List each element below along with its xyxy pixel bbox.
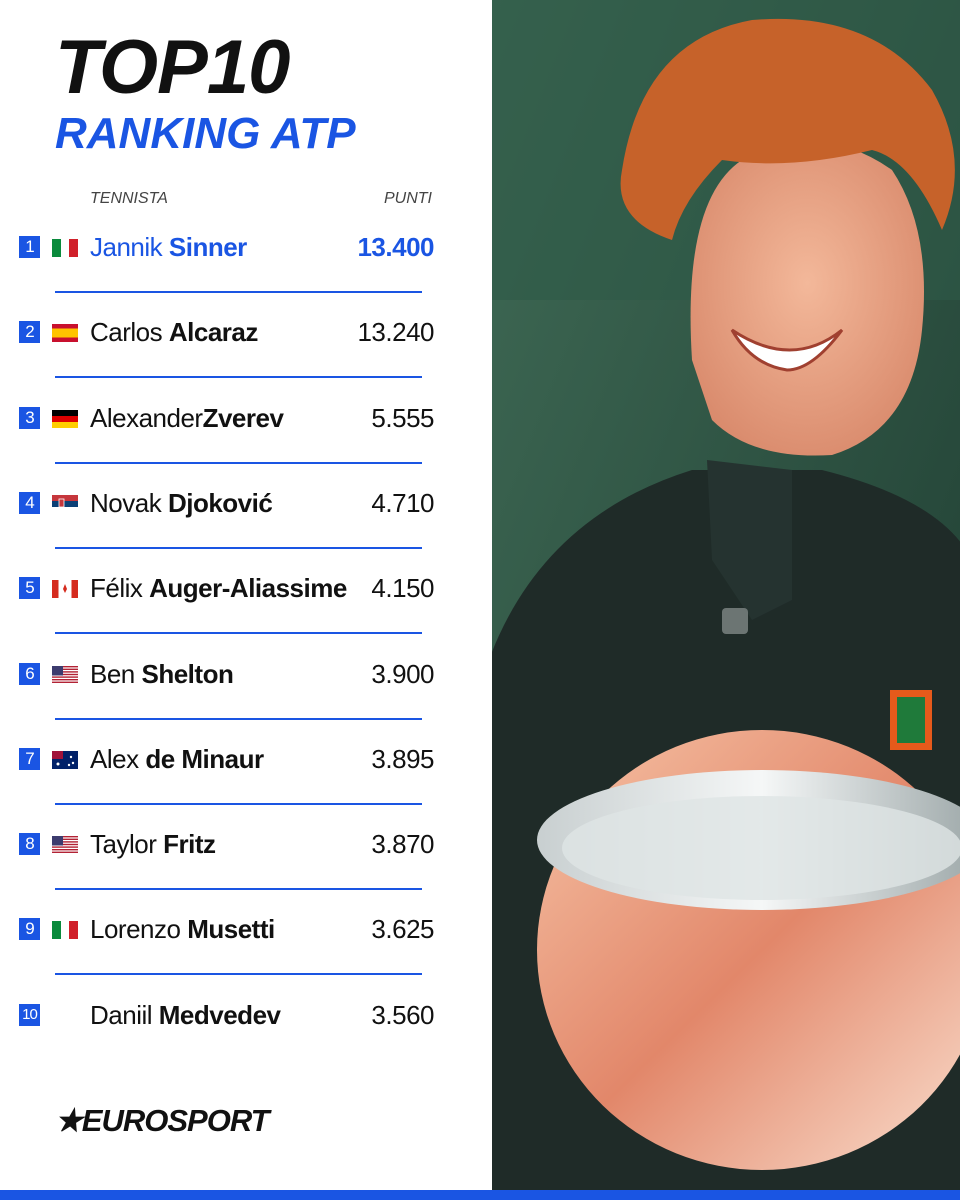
ranking-row: 10 Daniil Medvedev 3.560 xyxy=(0,996,492,1036)
last-name: Fritz xyxy=(163,829,216,860)
points: 3.900 xyxy=(371,658,434,689)
flag xyxy=(52,665,78,684)
player-name: Novak Djoković xyxy=(90,487,273,519)
player-name: Daniil Medvedev xyxy=(90,1000,281,1031)
player-name: Ben Shelton xyxy=(90,658,234,690)
ranking-row: 1 Jannik Sinner 13.400 xyxy=(0,228,492,268)
ranking-row: 8 Taylor Fritz 3.870 xyxy=(0,825,492,865)
separator xyxy=(55,461,422,464)
first-name: Lorenzo xyxy=(90,914,181,945)
last-name: Zverev xyxy=(202,402,284,433)
last-name: Shelton xyxy=(141,658,234,689)
points: 4.150 xyxy=(371,573,434,604)
logo: ★EUROSPORT xyxy=(55,1103,270,1138)
points: 13.400 xyxy=(357,232,434,262)
last-name: Musetti xyxy=(187,914,275,945)
column-header: TENNISTA xyxy=(90,190,168,207)
rank-badge: 7 xyxy=(19,747,40,770)
flag xyxy=(52,921,78,940)
bottom-strip xyxy=(0,1190,960,1200)
first-name: Daniil xyxy=(90,999,153,1030)
rank-badge: 6 xyxy=(19,662,40,685)
flag xyxy=(52,836,78,855)
points: 3.870 xyxy=(371,829,434,860)
points: 3.560 xyxy=(371,999,434,1030)
column-header: PUNTI xyxy=(384,190,432,207)
first-name: Carlos xyxy=(90,317,163,348)
rank-badge: 2 xyxy=(19,321,40,344)
player-name: Jannik Sinner xyxy=(90,232,247,263)
player-name: Félix Auger-Aliassime xyxy=(90,573,347,604)
player-name: Carlos Alcaraz xyxy=(90,317,258,348)
ranking-row: 5 Félix Auger-Aliassime 4.150 xyxy=(0,569,492,609)
ranking-row: 9 Lorenzo Musetti 3.625 xyxy=(0,910,492,950)
separator xyxy=(55,291,422,293)
first-name: Alexander xyxy=(90,402,203,433)
ranking-row: 4 Novak Djoković 4.710 xyxy=(0,484,492,524)
first-name: Alex xyxy=(90,743,139,774)
rank-badge: 4 xyxy=(19,491,40,514)
title: TOP10 xyxy=(55,25,290,110)
points: 3.625 xyxy=(371,914,434,945)
separator xyxy=(55,546,422,549)
player-photo xyxy=(492,0,960,1190)
separator xyxy=(55,376,422,379)
ranking-row: 2 Carlos Alcaraz 13.240 xyxy=(0,313,492,353)
rank-badge: 3 xyxy=(19,406,40,429)
last-name: Alcaraz xyxy=(168,317,259,348)
last-name: Sinner xyxy=(168,232,247,262)
logo-text: EUROSPORT xyxy=(81,1103,270,1138)
first-name: Taylor xyxy=(90,829,157,860)
first-name: Novak xyxy=(90,487,162,518)
points: 13.240 xyxy=(357,317,434,348)
flag xyxy=(52,750,78,769)
rank-badge: 10 xyxy=(19,1003,40,1026)
points: 5.555 xyxy=(371,402,434,433)
points: 3.895 xyxy=(371,743,434,774)
first-name: Ben xyxy=(90,658,135,689)
separator xyxy=(55,717,422,720)
subtitle: RANKING ATP xyxy=(55,109,356,158)
flag xyxy=(52,239,78,257)
rank-badge: 1 xyxy=(19,236,40,258)
separator xyxy=(55,802,422,805)
first-name: Félix xyxy=(90,573,143,604)
player-name: AlexanderZverev xyxy=(90,402,284,434)
rank-badge: 8 xyxy=(19,833,40,856)
flag xyxy=(52,494,78,513)
last-name: Auger-Aliassime xyxy=(149,573,347,604)
first-name: Jannik xyxy=(90,232,163,262)
points: 4.710 xyxy=(371,487,434,518)
player-name: Lorenzo Musetti xyxy=(90,914,275,945)
last-name: Medvedev xyxy=(158,999,281,1030)
flag xyxy=(52,324,78,343)
rank-badge: 5 xyxy=(19,577,40,600)
last-name: Djoković xyxy=(167,487,273,518)
separator xyxy=(55,973,422,976)
flag xyxy=(52,409,78,428)
ranking-row: 3 AlexanderZverev 5.555 xyxy=(0,399,492,439)
last-name: de Minaur xyxy=(145,743,264,774)
ranking-panel: TOP10 RANKING ATP TENNISTA PUNTI 1 Jannik… xyxy=(0,25,492,1138)
flag xyxy=(52,580,78,599)
separator xyxy=(55,888,422,891)
ranking-row: 6 Ben Shelton 3.900 xyxy=(0,655,492,695)
rank-badge: 9 xyxy=(19,918,40,941)
separator xyxy=(55,632,422,635)
player-name: Taylor Fritz xyxy=(90,829,216,860)
ranking-row: 7 Alex de Minaur 3.895 xyxy=(0,740,492,780)
player-name: Alex de Minaur xyxy=(90,744,264,775)
